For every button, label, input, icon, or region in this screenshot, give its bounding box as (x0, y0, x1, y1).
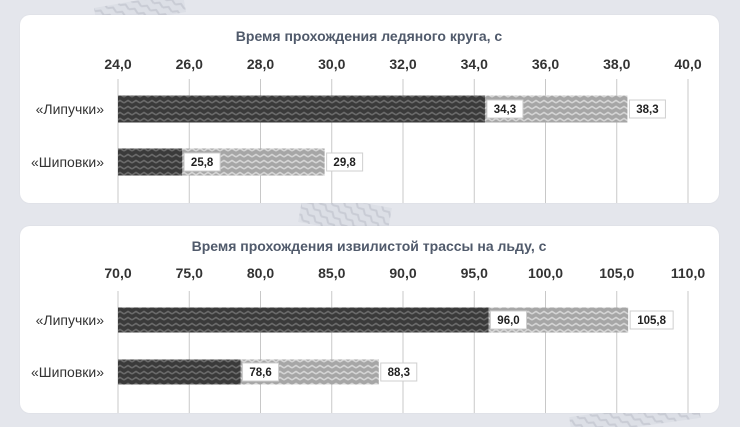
data-label-box (486, 99, 524, 119)
x-tick-label: 110,0 (671, 265, 705, 281)
data-label: 78,6 (249, 367, 271, 379)
chart-panel-ice-lap: Время прохождения ледяного круга, с 24,0 2… (20, 15, 719, 203)
data-label-box (628, 99, 666, 119)
x-tick-label: 24,0 (104, 56, 131, 72)
data-label: 25,8 (191, 157, 214, 169)
bar-dark (118, 307, 489, 333)
bar-dark (118, 359, 241, 385)
x-tick-label: 30,0 (318, 56, 345, 72)
data-label: 105,8 (637, 315, 666, 327)
data-label: 96,0 (497, 315, 519, 327)
x-tick-label: 28,0 (247, 56, 274, 72)
data-label-box (242, 362, 280, 382)
x-tick-label: 80,0 (247, 265, 274, 281)
data-label: 38,3 (636, 104, 658, 116)
chart-ice-lap: Время прохождения ледяного круга, с 24,0 2… (31, 28, 702, 203)
data-label: 34,3 (494, 104, 516, 116)
data-label-box (380, 362, 418, 382)
data-label-box (326, 152, 364, 172)
data-label: 29,8 (333, 157, 356, 169)
chart-winding-track: Время прохождения извилистой трассы на л… (31, 238, 705, 413)
x-tick-label: 36,0 (532, 56, 559, 72)
data-label-box (183, 152, 221, 172)
chart-panel-winding-track: Время прохождения извилистой трассы на л… (20, 226, 719, 413)
x-tick-label: 70,0 (104, 265, 131, 281)
category-label: «Шиповки» (31, 154, 104, 170)
x-tick-label: 38,0 (603, 56, 630, 72)
chart-title: Время прохождения ледяного круга, с (236, 28, 503, 44)
x-tick-label: 32,0 (389, 56, 416, 72)
data-label: 88,3 (388, 367, 410, 379)
x-tick-label: 100,0 (528, 265, 563, 281)
category-label: «Липучки» (36, 101, 105, 117)
category-label: «Липучки» (36, 312, 105, 328)
x-tick-label: 95,0 (461, 265, 488, 281)
x-tick-label: 40,0 (674, 56, 701, 72)
x-tick-label: 34,0 (461, 56, 488, 72)
bar-dark (118, 95, 485, 123)
data-label-box (629, 310, 674, 330)
x-tick-label: 105,0 (599, 265, 634, 281)
x-tick-label: 75,0 (176, 265, 203, 281)
category-label: «Шиповки» (31, 364, 104, 380)
x-tick-label: 26,0 (176, 56, 203, 72)
data-label-box (490, 310, 527, 330)
bar-dark (118, 148, 183, 176)
chart-title: Время прохождения извилистой трассы на л… (192, 238, 547, 254)
x-tick-label: 85,0 (318, 265, 345, 281)
x-tick-label: 90,0 (389, 265, 416, 281)
